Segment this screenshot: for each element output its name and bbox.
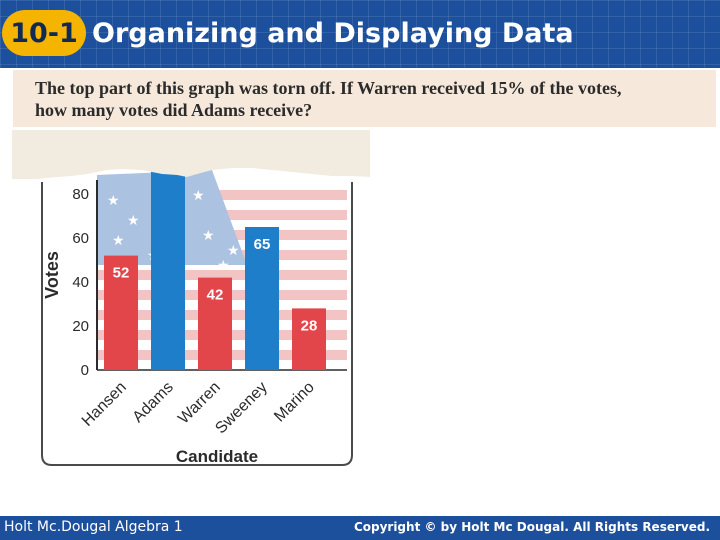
bar-sweeney <box>245 227 279 370</box>
svg-text:★: ★ <box>112 233 125 249</box>
bar-marino <box>292 308 326 370</box>
y-tick-label: 40 <box>72 274 89 291</box>
y-tick-label: 0 <box>81 362 89 379</box>
bar-value-label: 28 <box>301 317 318 334</box>
svg-text:★: ★ <box>107 193 120 209</box>
bar-adams <box>151 168 185 370</box>
footer-course-label: Holt Mc.Dougal Algebra 1 <box>4 519 183 535</box>
y-tick-label: 60 <box>72 230 89 247</box>
svg-text:★: ★ <box>227 243 240 259</box>
question-text: The top part of this graph was torn off.… <box>35 77 715 121</box>
y-tick-label: 20 <box>72 318 89 335</box>
y-axis-title: Votes <box>42 251 62 299</box>
svg-text:★: ★ <box>192 188 205 204</box>
bar-value-label: 42 <box>207 287 224 304</box>
slide-footer: Holt Mc.Dougal Algebra 1 Copyright © by … <box>0 516 720 540</box>
x-axis-title: Candidate <box>176 447 258 466</box>
svg-text:★: ★ <box>217 258 230 274</box>
bar-hansen <box>104 255 138 370</box>
slide-header: 10-1 Organizing and Displaying Data <box>0 0 720 68</box>
chart-frame <box>41 182 353 466</box>
bar-value-label: 65 <box>254 236 271 253</box>
svg-text:★: ★ <box>127 213 140 229</box>
bar-value-label: 52 <box>113 265 130 282</box>
question-line-2: how many votes did Adams receive? <box>35 100 313 120</box>
bar-warren <box>198 277 232 370</box>
question-box: The top part of this graph was torn off.… <box>13 70 716 127</box>
lesson-number-badge: 10-1 <box>2 10 86 56</box>
svg-text:★: ★ <box>202 228 215 244</box>
lesson-title: Organizing and Displaying Data <box>92 18 574 49</box>
y-tick-label: 80 <box>72 186 89 203</box>
torn-graph-paper: ★★ ★★ ★★ ★★ 52 42 65 28 <box>12 168 370 511</box>
question-line-1: The top part of this graph was torn off.… <box>35 78 622 98</box>
footer-copyright: Copyright © by Holt Mc Dougal. All Right… <box>353 520 710 534</box>
flag-stars: ★★ ★★ ★★ ★★ <box>107 188 240 274</box>
